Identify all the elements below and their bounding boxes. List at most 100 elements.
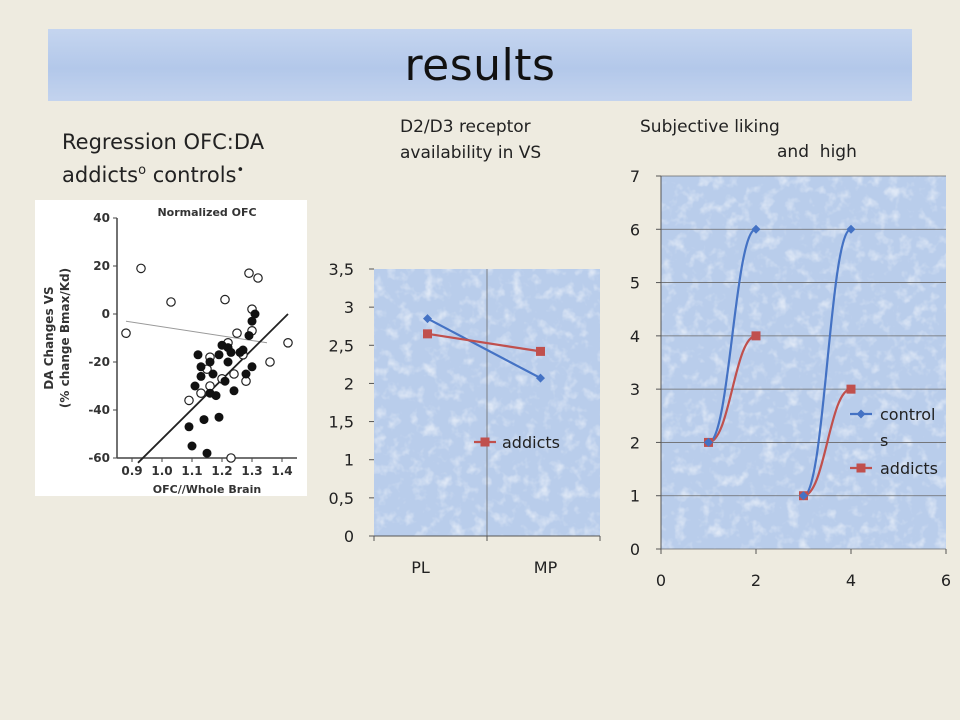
- liking-legend-label: s: [880, 431, 888, 450]
- filled-point: [244, 331, 254, 341]
- filled-point: [205, 357, 215, 367]
- liking-series-marker: [704, 437, 713, 447]
- filled-point: [229, 386, 239, 396]
- receptor-y-tick-label: 3,5: [329, 260, 354, 279]
- receptor-caption-line2: availability in VS: [400, 142, 542, 163]
- open-point: [196, 388, 206, 398]
- filled-point: [226, 347, 236, 357]
- slide-title-bar: results: [48, 29, 912, 101]
- controls-trend-line: [125, 320, 268, 344]
- liking-series-line: [803, 388, 852, 497]
- liking-series-marker: [846, 384, 856, 394]
- liking-series-marker: [751, 224, 761, 234]
- receptor-plot-area: [374, 269, 600, 536]
- receptor-legend-label: addicts: [502, 433, 560, 452]
- filled-point: [247, 316, 257, 326]
- receptor-x-tick-label: MP: [534, 558, 558, 577]
- filled-point: [202, 448, 212, 458]
- receptor-series-line: [426, 317, 542, 380]
- receptor-y-tick-label: 1: [344, 451, 354, 470]
- open-point: [166, 297, 176, 307]
- open-point: [136, 263, 146, 274]
- open-point: [244, 268, 254, 278]
- liking-legend-marker: [856, 409, 866, 419]
- filled-point: [241, 369, 251, 379]
- open-point: [229, 369, 239, 379]
- liking-series-line: [708, 334, 757, 444]
- liking-y-tick-label: 7: [630, 167, 640, 186]
- liking-series-marker: [751, 331, 761, 341]
- filled-point: [208, 369, 218, 379]
- liking-legend-marker: [856, 463, 866, 473]
- regression-caption: Regression OFC:DA addictso controls•: [62, 126, 264, 191]
- scatter-y-tick-label: 20: [93, 259, 110, 273]
- open-marker-glyph: o: [138, 162, 147, 178]
- receptor-series-marker: [423, 329, 432, 339]
- scatter-x-tick-label: 0.9: [121, 464, 142, 478]
- scatter-y-label-units: (% change Bmax/Kd): [58, 268, 72, 408]
- filled-point: [223, 357, 233, 367]
- scatter-x-tick-label: 1.2: [211, 464, 232, 478]
- liking-y-tick-label: 2: [630, 433, 640, 452]
- receptor-y-tick-label: 3: [344, 298, 354, 317]
- filled-point: [184, 422, 194, 432]
- filled-point: [190, 381, 200, 391]
- receptor-y-tick-label: 2,5: [329, 336, 354, 355]
- scatter-y-tick-label: -20: [88, 355, 110, 369]
- liking-x-tick-label: 6: [941, 571, 951, 590]
- filled-point: [205, 388, 215, 398]
- liking-plot-area: [661, 176, 946, 549]
- liking-series-marker: [799, 491, 808, 501]
- liking-plot-area-texture: [661, 176, 946, 549]
- receptor-series-marker: [536, 346, 545, 356]
- liking-series-line: [802, 228, 852, 497]
- liking-y-tick-label: 1: [630, 487, 640, 506]
- scatter-x-tick-label: 1.1: [181, 464, 202, 478]
- filled-point: [214, 412, 224, 422]
- liking-legend-label: addicts: [880, 459, 938, 478]
- receptor-plot-area-texture: [374, 269, 600, 536]
- receptor-caption: D2/D3 receptor availability in VS: [400, 115, 541, 166]
- liking-y-tick-label: 6: [630, 220, 640, 239]
- scatter-y-tick-label: 0: [102, 307, 110, 321]
- receptor-y-tick-label: 1,5: [329, 413, 354, 432]
- filled-point: [220, 376, 230, 386]
- regression-caption-line2: addictso controls•: [62, 159, 264, 192]
- liking-x-tick-label: 0: [656, 571, 666, 590]
- filled-point: [196, 371, 206, 381]
- open-point: [232, 328, 242, 338]
- receptor-y-tick-label: 0: [344, 527, 354, 546]
- scatter-y-tick-label: -60: [88, 451, 110, 465]
- scatter-chart: Normalized OFC 40 20 0 -20 -40 -60 0.9 1.0 1.1 1.2…: [42, 206, 297, 496]
- receptor-legend-marker: [480, 437, 490, 447]
- filled-point: [250, 309, 260, 319]
- liking-y-tick-label: 4: [630, 327, 640, 346]
- filled-point: [196, 362, 206, 372]
- open-point: [220, 294, 230, 305]
- open-point: [283, 338, 293, 348]
- open-point: [253, 273, 263, 283]
- open-point: [265, 357, 275, 367]
- filled-point: [187, 441, 197, 451]
- receptor-series-marker: [536, 373, 545, 383]
- scatter-y-tick-label: 40: [93, 211, 110, 225]
- receptor-series-line: [427, 332, 541, 353]
- filled-point: [199, 415, 209, 425]
- liking-y-tick-label: 3: [630, 380, 640, 399]
- open-point: [121, 328, 131, 338]
- liking-series-marker: [846, 224, 856, 234]
- scatter-x-tick-label: 1.0: [151, 464, 172, 478]
- filled-point: [238, 345, 248, 355]
- liking-y-tick-label: 0: [630, 540, 640, 559]
- liking-legend-label: control: [880, 405, 935, 424]
- open-point: [226, 453, 236, 463]
- filled-point: [193, 350, 203, 360]
- scatter-y-label: DA Changes VS: [42, 286, 56, 389]
- filled-point: [247, 362, 257, 372]
- liking-y-tick-label: 5: [630, 274, 640, 293]
- liking-series-marker: [704, 437, 713, 447]
- regression-caption-line1: Regression OFC:DA: [62, 130, 265, 154]
- scatter-x-label: OFC//Whole Brain: [153, 483, 261, 496]
- slide-title: results: [404, 39, 556, 91]
- scatter-y-tick-label: -40: [88, 403, 110, 417]
